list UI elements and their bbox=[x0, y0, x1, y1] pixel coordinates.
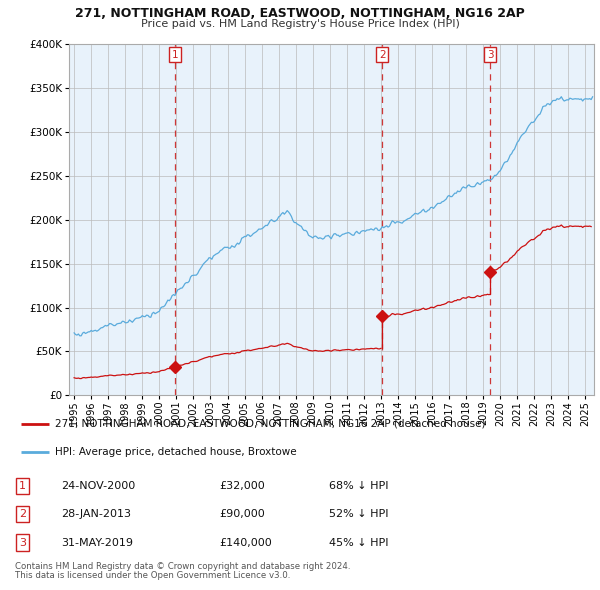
Text: HPI: Average price, detached house, Broxtowe: HPI: Average price, detached house, Brox… bbox=[55, 447, 297, 457]
Text: 31-MAY-2019: 31-MAY-2019 bbox=[61, 537, 133, 548]
Text: £90,000: £90,000 bbox=[220, 509, 265, 519]
Text: 28-JAN-2013: 28-JAN-2013 bbox=[61, 509, 131, 519]
Text: 68% ↓ HPI: 68% ↓ HPI bbox=[329, 481, 388, 491]
Text: 1: 1 bbox=[172, 50, 178, 60]
Text: 1: 1 bbox=[19, 481, 26, 491]
Text: 2: 2 bbox=[19, 509, 26, 519]
Text: Price paid vs. HM Land Registry's House Price Index (HPI): Price paid vs. HM Land Registry's House … bbox=[140, 19, 460, 29]
Text: 24-NOV-2000: 24-NOV-2000 bbox=[61, 481, 135, 491]
Text: 45% ↓ HPI: 45% ↓ HPI bbox=[329, 537, 388, 548]
Text: Contains HM Land Registry data © Crown copyright and database right 2024.: Contains HM Land Registry data © Crown c… bbox=[15, 562, 350, 571]
Text: 271, NOTTINGHAM ROAD, EASTWOOD, NOTTINGHAM, NG16 2AP: 271, NOTTINGHAM ROAD, EASTWOOD, NOTTINGH… bbox=[75, 7, 525, 20]
Text: This data is licensed under the Open Government Licence v3.0.: This data is licensed under the Open Gov… bbox=[15, 571, 290, 579]
Text: 3: 3 bbox=[487, 50, 494, 60]
Text: £140,000: £140,000 bbox=[220, 537, 272, 548]
Text: 3: 3 bbox=[19, 537, 26, 548]
Text: 271, NOTTINGHAM ROAD, EASTWOOD, NOTTINGHAM, NG16 2AP (detached house): 271, NOTTINGHAM ROAD, EASTWOOD, NOTTINGH… bbox=[55, 419, 486, 429]
Text: £32,000: £32,000 bbox=[220, 481, 265, 491]
Text: 52% ↓ HPI: 52% ↓ HPI bbox=[329, 509, 388, 519]
Text: 2: 2 bbox=[379, 50, 386, 60]
